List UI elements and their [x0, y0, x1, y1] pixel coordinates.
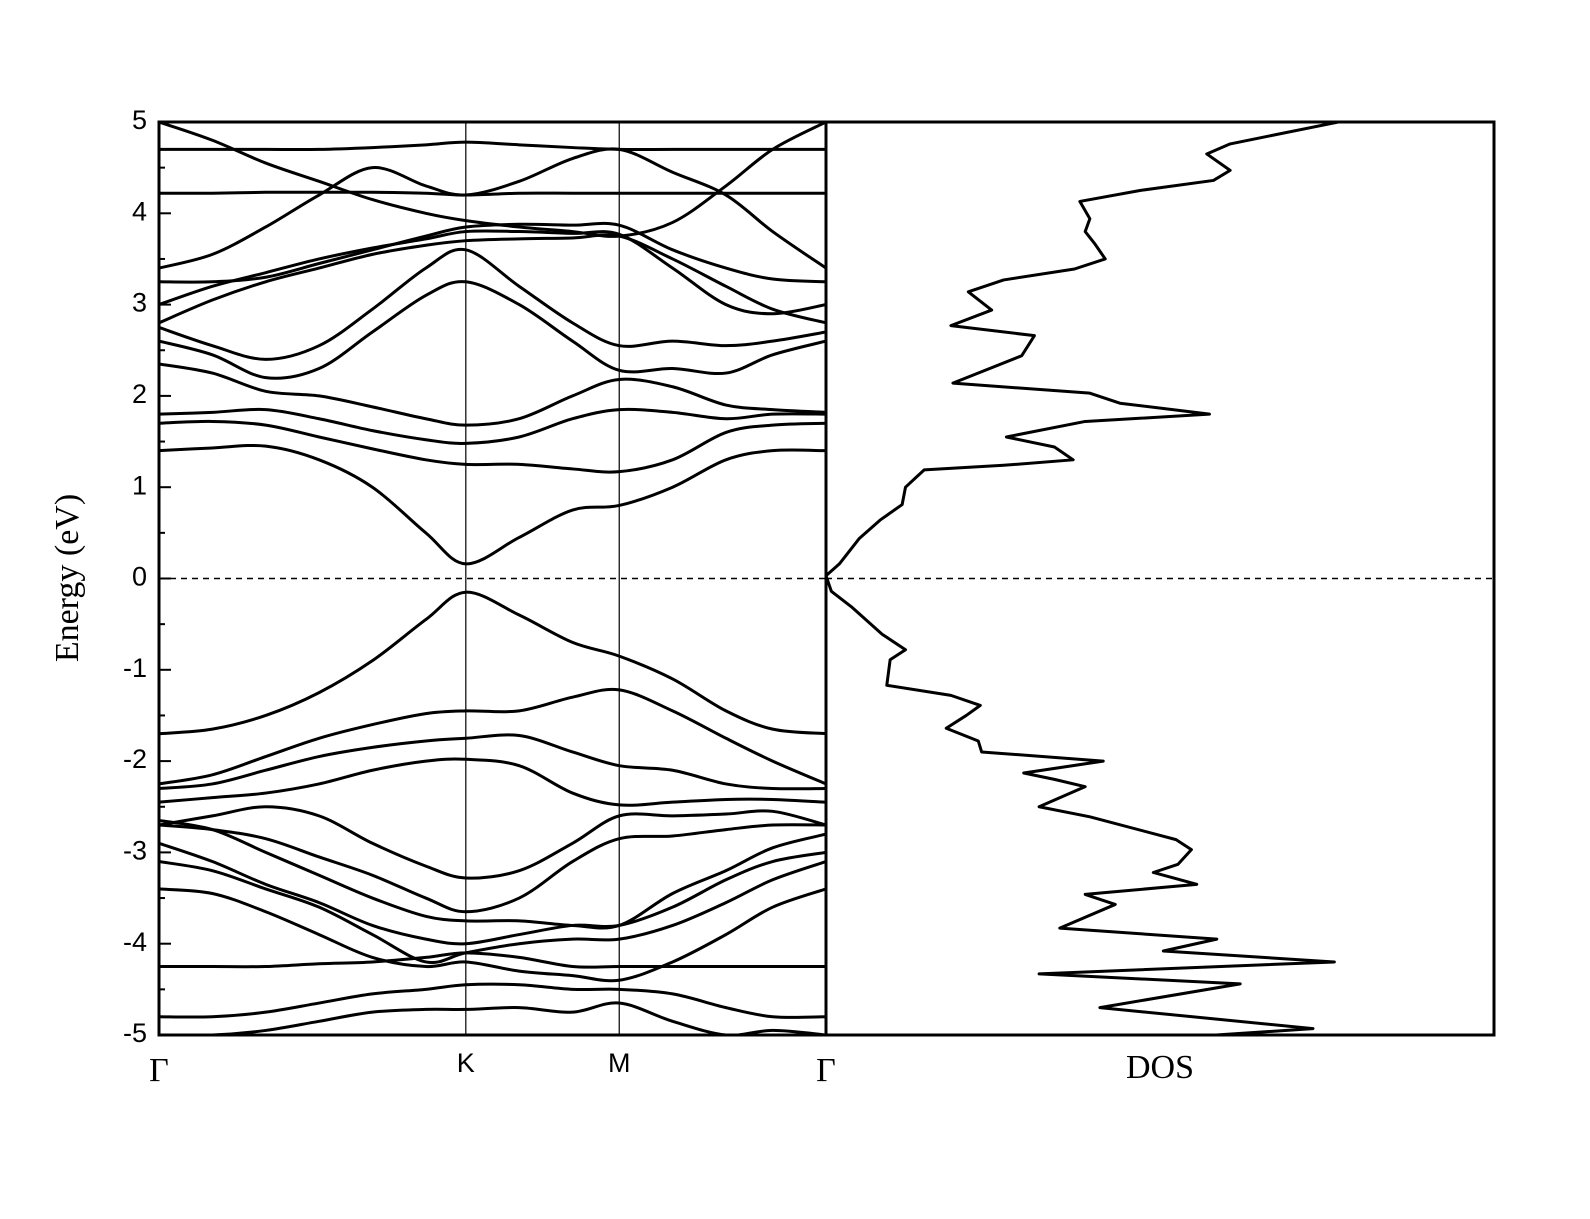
dos-line: [826, 122, 1339, 1035]
y-tick-label: 3: [132, 288, 147, 318]
band-line: [159, 190, 826, 197]
band-line: [159, 841, 826, 946]
band-line: [159, 687, 826, 786]
x-axis-title: DOS: [1126, 1049, 1194, 1086]
band-line: [159, 229, 826, 316]
y-tick-label: 5: [132, 105, 147, 135]
y-tick-label: -2: [123, 744, 147, 774]
band-line: [159, 362, 826, 427]
y-tick-label: 2: [132, 379, 147, 409]
band-line: [159, 247, 826, 361]
band-line: [159, 733, 826, 791]
band-line: [159, 419, 826, 474]
band-line: [159, 982, 826, 1019]
band-line: [159, 757, 826, 807]
band-line: [159, 147, 826, 270]
band-line: [159, 280, 826, 380]
band-line: [159, 407, 826, 445]
x-tick-label: Γ: [816, 1052, 836, 1089]
y-tick-label: -5: [123, 1018, 147, 1048]
x-tick-label: K: [457, 1048, 475, 1078]
band-line: [159, 818, 826, 930]
y-tick-label: -1: [123, 653, 147, 683]
y-tick-label: -3: [123, 836, 147, 866]
y-axis-title: Energy (eV): [49, 494, 86, 662]
band-line: [159, 122, 826, 238]
band-line: [159, 233, 826, 325]
band-line: [159, 140, 826, 152]
y-tick-label: -4: [123, 927, 147, 957]
bands: [159, 122, 826, 1035]
x-tick-label: Γ: [149, 1052, 169, 1089]
x-tick-label: M: [608, 1048, 631, 1078]
band-line: [159, 951, 826, 969]
band-line: [159, 860, 826, 965]
panel-frame: [824, 120, 1496, 1037]
band-line: [159, 590, 826, 736]
band-line: [159, 887, 826, 983]
y-tick-label: 0: [132, 562, 147, 592]
dos: [826, 122, 1339, 1035]
band-line: [159, 443, 826, 566]
y-tick-label: 1: [132, 470, 147, 500]
band-line: [159, 823, 826, 914]
y-tick-label: 4: [132, 196, 147, 226]
band-line: [159, 805, 826, 880]
